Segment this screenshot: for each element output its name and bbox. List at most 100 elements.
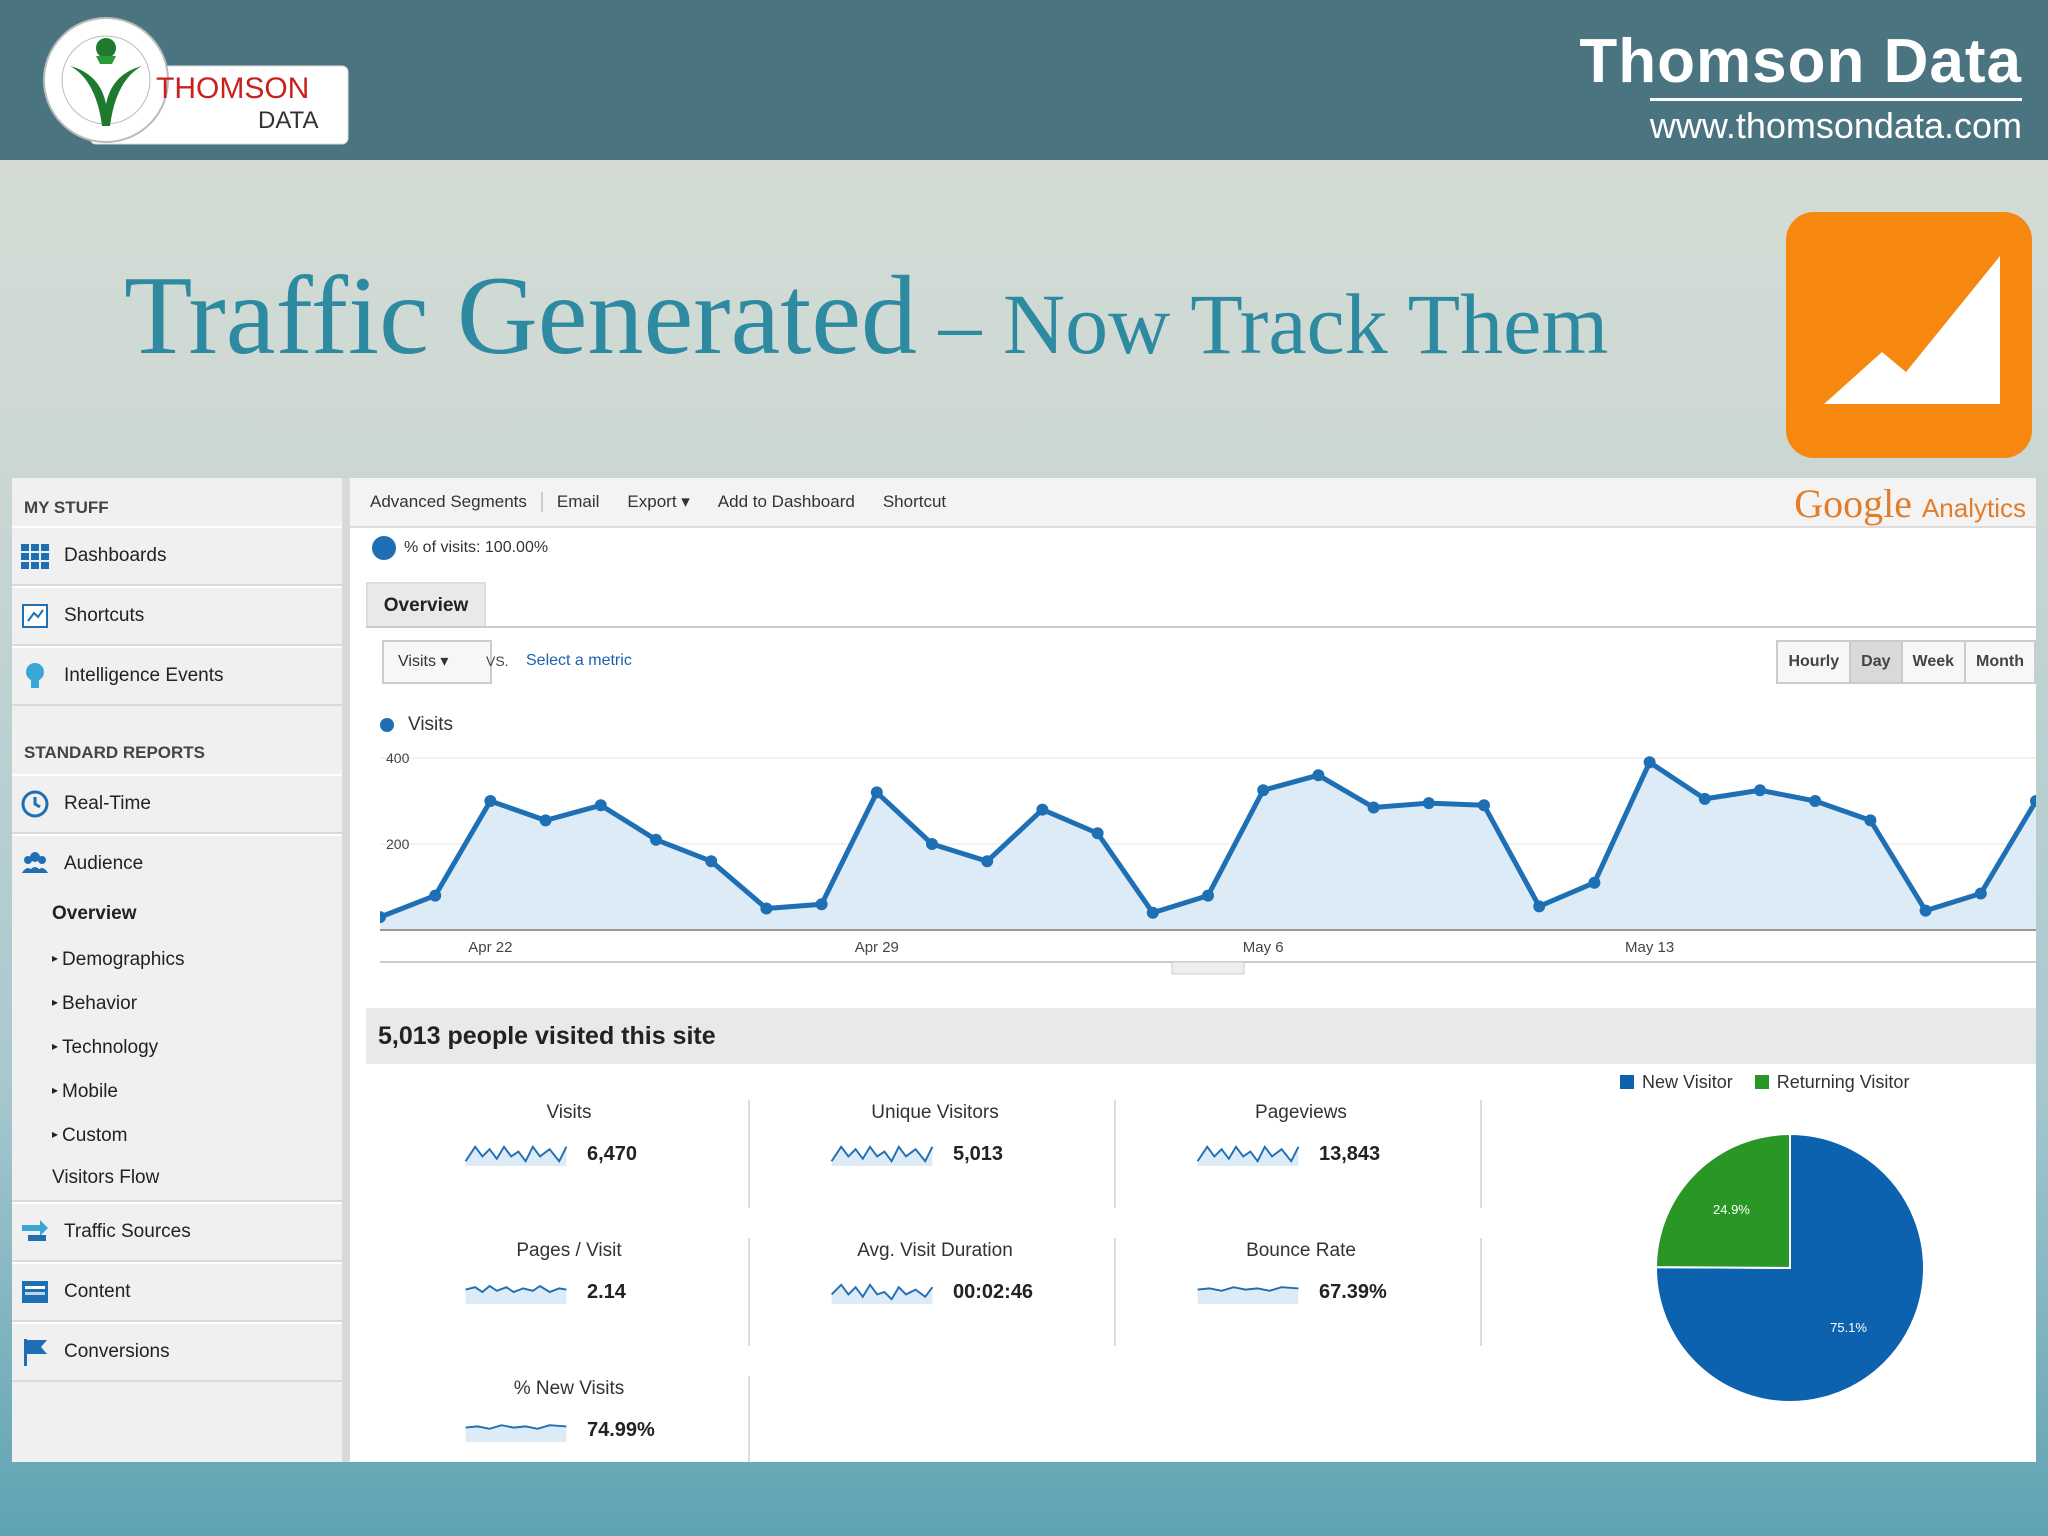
visits-data-point: [705, 855, 718, 868]
sidebar-visitors-flow[interactable]: Visitors Flow: [12, 1156, 342, 1202]
visits-data-point: [1588, 876, 1601, 889]
shortcut-button[interactable]: Shortcut: [882, 492, 947, 511]
stat-visits: Visits 6,470: [386, 1088, 752, 1206]
stat-divider: [748, 1100, 750, 1208]
visits-data-point: [1809, 795, 1822, 807]
sidebar-item-label: Audience: [64, 853, 144, 874]
export-button[interactable]: Export ▾: [627, 492, 690, 511]
visits-data-point: [1422, 797, 1435, 810]
sidebar-item-intelligence-events[interactable]: Intelligence Events: [12, 646, 342, 706]
stat-label: Avg. Visit Duration: [857, 1240, 1013, 1261]
visits-data-point: [1533, 900, 1546, 913]
segment-label: % of visits: 100.00%: [404, 539, 549, 556]
slide-title-main: Traffic Generated: [124, 254, 918, 378]
sidebar-audience-demographics[interactable]: Demographics: [12, 936, 342, 980]
metric-select-dropdown[interactable]: Visits ▾: [382, 640, 492, 684]
sidebar-audience-overview[interactable]: Overview: [52, 903, 137, 924]
sidebar-item-traffic-sources[interactable]: Traffic Sources: [12, 1202, 342, 1262]
stat-divider: [1114, 1238, 1116, 1346]
google-analytics-logo: Google Analytics: [1794, 481, 2026, 526]
visits-data-point: [1257, 784, 1270, 797]
visits-data-point: [1146, 906, 1159, 919]
email-button[interactable]: Email: [556, 492, 600, 511]
day-button[interactable]: Day: [1849, 640, 1903, 684]
visits-data-point: [1036, 803, 1049, 816]
sidebar-audience-mobile[interactable]: Mobile: [12, 1068, 342, 1112]
legend-new-visitor: New Visitor: [1620, 1072, 1733, 1093]
stat-avg-visit-duration: Avg. Visit Duration 00:02:46: [752, 1226, 1118, 1344]
x-tick-label: Apr 22: [468, 939, 512, 956]
legend-returning-visitor: Returning Visitor: [1754, 1072, 1909, 1093]
segment-pie-icon: [372, 536, 396, 560]
thomson-data-logo: THOMSON DATA: [30, 14, 350, 146]
stat-divider: [1480, 1100, 1482, 1208]
month-button[interactable]: Month: [1964, 640, 2036, 684]
visits-data-point: [1919, 904, 1932, 917]
lightbulb-icon: [20, 661, 50, 691]
y-tick-label: 400: [386, 750, 410, 766]
visits-line-chart: 200 400 Apr 22 Apr 29 May 6 May 13: [380, 750, 2036, 975]
stat-label: Unique Visitors: [871, 1102, 999, 1123]
stat-divider: [748, 1238, 750, 1346]
visits-data-point: [539, 814, 552, 827]
visits-data-point: [815, 898, 828, 911]
content-icon: [20, 1277, 50, 1307]
stat-sparkline: [465, 1424, 567, 1442]
sidebar-item-label: Real-Time: [64, 793, 151, 814]
summary-title: 5,013 people visited this site: [366, 1008, 2036, 1064]
slide-title-sub: – Now Track Them: [917, 276, 1609, 372]
visitor-type-pie-chart: 75.1% 24.9%: [1654, 1132, 1925, 1403]
vs-label: VS.: [486, 653, 509, 669]
visits-data-point: [650, 833, 662, 846]
hourly-button[interactable]: Hourly: [1776, 640, 1852, 684]
visits-data-point: [1478, 799, 1490, 812]
add-to-dashboard-button[interactable]: Add to Dashboard: [717, 492, 855, 511]
y-tick-label: 200: [386, 836, 410, 852]
realtime-clock-icon: [20, 789, 50, 819]
sidebar-item-real-time[interactable]: Real-Time: [12, 774, 342, 834]
sidebar-section-my-stuff: MY STUFF: [24, 498, 109, 517]
tab-overview[interactable]: Overview: [366, 582, 486, 628]
week-button[interactable]: Week: [1900, 640, 1967, 684]
advanced-segments-button[interactable]: Advanced Segments: [350, 492, 543, 512]
stat-label: % New Visits: [513, 1378, 625, 1399]
visits-data-point: [926, 838, 938, 850]
sidebar-audience-technology[interactable]: Technology: [12, 1024, 342, 1068]
report-main-area: Advanced Segments Email Export ▾ Add to …: [350, 478, 2036, 1462]
sidebar-item-content[interactable]: Content: [12, 1262, 342, 1322]
select-metric-link[interactable]: Select a metric: [526, 652, 632, 669]
visits-data-point: [380, 911, 386, 924]
sidebar-audience-custom[interactable]: Custom: [12, 1112, 342, 1156]
chart-legend-visits: Visits: [380, 714, 453, 736]
x-tick-label: May 6: [1243, 939, 1284, 956]
stat-value: 67.39%: [1319, 1280, 1387, 1303]
visits-data-point: [1312, 769, 1325, 782]
visits-data-point: [1864, 814, 1877, 827]
dashboard-icon: [20, 541, 50, 571]
x-tick-label: May 13: [1625, 939, 1674, 956]
sidebar-section-standard-reports: STANDARD REPORTS: [24, 743, 206, 762]
visits-data-point: [760, 902, 773, 915]
sidebar-item-audience[interactable]: Audience: [12, 834, 342, 892]
stat-value: 2.14: [587, 1280, 626, 1303]
visits-data-point: [2030, 795, 2036, 807]
visits-data-point: [594, 799, 607, 812]
sidebar-item-label: Intelligence Events: [64, 665, 224, 686]
sidebar-item-shortcuts[interactable]: Shortcuts: [12, 586, 342, 646]
sidebar-item-conversions[interactable]: Conversions: [12, 1322, 342, 1382]
stat-label: Pages / Visit: [516, 1240, 622, 1261]
visits-data-point: [870, 786, 883, 799]
stat-sparkline: [465, 1284, 567, 1304]
flag-icon: [20, 1337, 50, 1367]
slide-header-bar: THOMSON DATA Thomson Data www.thomsondat…: [0, 0, 2048, 160]
stat-sparkline: [1196, 1144, 1300, 1166]
shortcut-icon: [20, 601, 50, 631]
pie-slice-new-visitor: [1655, 1132, 1925, 1403]
stat-value: 6,470: [587, 1142, 638, 1165]
visits-area-fill: [380, 762, 2036, 930]
sidebar-item-dashboards[interactable]: Dashboards: [12, 526, 342, 586]
stat-divider: [1480, 1238, 1482, 1346]
slide-title: Traffic Generated – Now Track Them: [124, 252, 1608, 381]
visits-data-point: [1202, 889, 1214, 902]
sidebar-audience-behavior[interactable]: Behavior: [12, 980, 342, 1024]
